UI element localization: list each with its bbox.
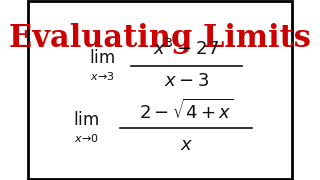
Text: $x\!\rightarrow\!0$: $x\!\rightarrow\!0$	[74, 132, 99, 144]
Text: $\lim$: $\lim$	[89, 49, 115, 67]
Text: $\lim$: $\lim$	[73, 111, 99, 129]
Text: Evaluating Limits: Evaluating Limits	[9, 23, 311, 54]
Text: $x - 3$: $x - 3$	[164, 72, 209, 90]
Text: $x$: $x$	[180, 136, 193, 154]
Text: $2 - \sqrt{4 + x}$: $2 - \sqrt{4 + x}$	[139, 99, 234, 123]
Text: $x\!\rightarrow\!3$: $x\!\rightarrow\!3$	[90, 70, 115, 82]
Text: $x^3 - 27$: $x^3 - 27$	[153, 39, 219, 59]
